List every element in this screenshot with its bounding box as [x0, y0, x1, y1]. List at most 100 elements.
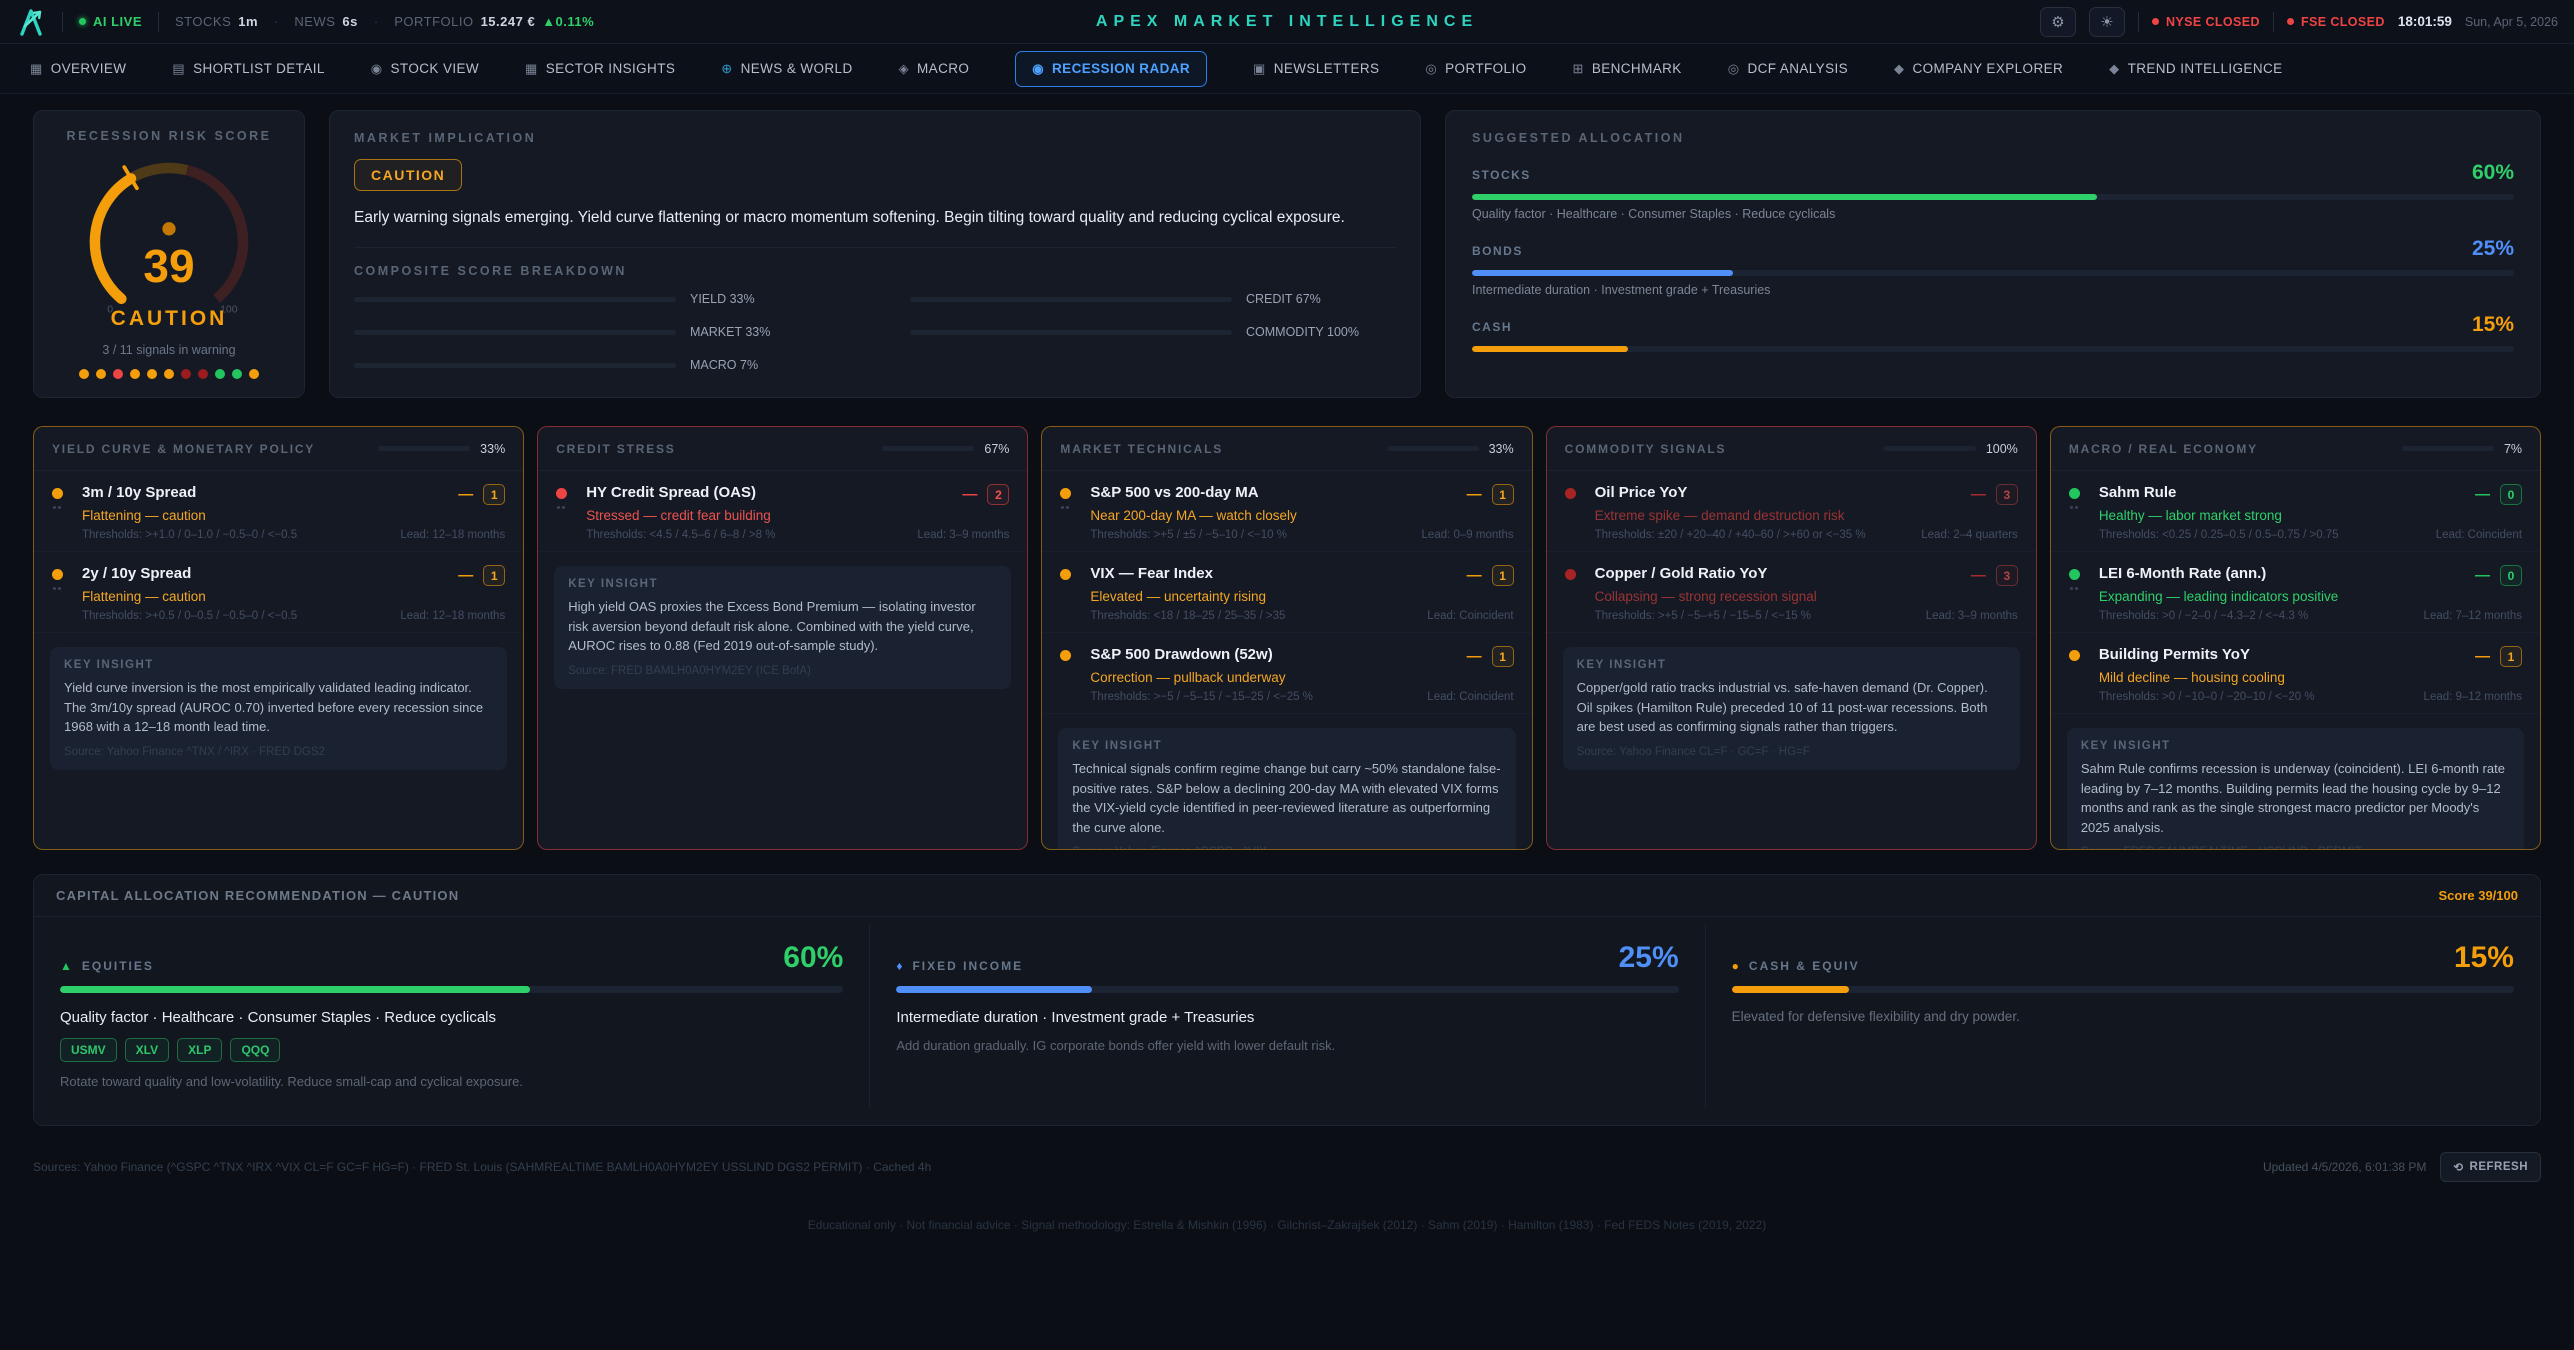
divider — [62, 11, 63, 32]
lead-time: Lead: Coincident — [1427, 691, 1514, 703]
tab-trend-intelligence[interactable]: ◆ TREND INTELLIGENCE — [2109, 60, 2283, 77]
tab-benchmark[interactable]: ⊞ BENCHMARK — [1572, 60, 1682, 77]
signal-dot-icon — [130, 369, 140, 379]
ticker-chip[interactable]: QQQ — [230, 1038, 281, 1062]
lead-time: Lead: 2–4 quarters — [1921, 529, 2018, 541]
diamond-icon: ♦ — [896, 959, 905, 973]
signal-cards-row: YIELD CURVE & MONETARY POLICY 33% 3m / 1… — [33, 426, 2542, 850]
score-badge: 2 — [987, 484, 1010, 505]
history-dots — [53, 506, 56, 509]
recession-risk-score-panel: RECESSION RISK SCORE 0 100 39 CAUTION 3 … — [33, 110, 305, 398]
card-title: MARKET TECHNICALS — [1060, 441, 1224, 456]
gear-icon: ⚙ — [2051, 13, 2065, 31]
top-bar: AI LIVE STOCKS 1m · NEWS 6s · PORTFOLIO 15… — [0, 0, 2574, 44]
clock: 18:01:59 — [2397, 14, 2452, 29]
allocation-row-bonds: BONDS 25% Intermediate duration · Invest… — [1472, 237, 2514, 297]
tab-sector-insights[interactable]: ▦ SECTOR INSIGHTS — [525, 60, 676, 77]
market-closed-dot-icon — [2286, 18, 2294, 25]
tab-company-explorer[interactable]: ◆ COMPANY EXPLORER — [1894, 60, 2064, 77]
signal-row-copper-gold[interactable]: Copper / Gold Ratio YoY —3 Collapsing — … — [1546, 552, 2036, 633]
signal-dot-icon — [96, 369, 106, 379]
card-score-meter — [1386, 446, 1479, 451]
card-score-pct: 33% — [480, 441, 506, 456]
key-insight-box: KEY INSIGHT Technical signals confirm re… — [1058, 728, 1516, 849]
theme-toggle-button[interactable]: ☀ — [2088, 6, 2125, 37]
tab-news-world[interactable]: ⊕ NEWS & WORLD — [721, 60, 853, 77]
score-badge: 0 — [2500, 484, 2523, 505]
card-score-meter — [1883, 446, 1976, 451]
tab-shortlist-detail[interactable]: ▤ SHORTLIST DETAIL — [172, 60, 325, 77]
tab-recession-radar[interactable]: ◉ RECESSION RADAR — [1015, 50, 1208, 87]
status-dot-icon — [2068, 650, 2080, 661]
trend-flat-icon: — — [1466, 486, 1482, 503]
tab-portfolio[interactable]: ◎ PORTFOLIO — [1425, 60, 1527, 77]
signal-dot-icon — [215, 369, 225, 379]
tab-macro[interactable]: ◈ MACRO — [898, 60, 970, 77]
history-dots — [1061, 506, 1065, 509]
portfolio-change: ▲0.11% — [542, 14, 595, 29]
signal-row-sahm-rule[interactable]: Sahm Rule —0 Healthy — labor market stro… — [2050, 471, 2541, 552]
ticker-chip[interactable]: XLV — [124, 1038, 170, 1062]
last-updated: Updated 4/5/2026, 6:01:38 PM — [2262, 1160, 2427, 1174]
signal-dot-icon — [164, 369, 174, 379]
trend-flat-icon: — — [2475, 567, 2491, 584]
status-dot-icon — [556, 488, 568, 499]
card-macro-real-economy: MACRO / REAL ECONOMY 7% Sahm Rule —0 Hea… — [2049, 426, 2542, 850]
panel-title: SUGGESTED ALLOCATION — [1472, 131, 1685, 145]
source-line: Source: FRED BAMLH0A0HYM2EY (ICE BofA) — [568, 664, 811, 677]
gauge-max-label: 100 — [220, 304, 238, 315]
signal-row-sp500-ma[interactable]: S&P 500 vs 200-day MA —1 Near 200-day MA… — [1042, 471, 1532, 552]
sun-icon: ☀ — [2100, 13, 2114, 31]
signal-row-building-permits[interactable]: Building Permits YoY —1 Mild decline — h… — [2050, 633, 2541, 714]
thresholds: Thresholds: <18 / 18–25 / 25–35 / >35 — [1090, 610, 1286, 622]
status-dot-icon — [1564, 488, 1576, 499]
breakdown-bar-market: MARKET 33% — [354, 325, 840, 339]
list-icon: ▤ — [172, 60, 186, 76]
signal-row-hy-oas[interactable]: HY Credit Spread (OAS) —2 Stressed — cre… — [538, 471, 1028, 552]
card-title: MACRO / REAL ECONOMY — [2068, 441, 2258, 456]
signal-row-lei[interactable]: LEI 6-Month Rate (ann.) —0 Expanding — l… — [2050, 552, 2541, 633]
lead-time: Lead: 12–18 months — [400, 610, 506, 622]
trend-flat-icon: — — [1970, 486, 1986, 503]
status-dot-icon — [52, 488, 63, 499]
breakdown-bar-credit: CREDIT 67% — [910, 292, 1396, 306]
score-badge: 1 — [483, 484, 506, 505]
market-closed-dot-icon — [2151, 18, 2159, 25]
signal-dot-icon — [113, 369, 123, 379]
source-line: Source: Yahoo Finance ^GSPC · ^VIX — [1072, 846, 1501, 849]
settings-button[interactable]: ⚙ — [2039, 6, 2076, 37]
risk-gauge: 0 100 — [89, 162, 249, 315]
tab-newsletters[interactable]: ▣ NEWSLETTERS — [1253, 60, 1380, 77]
key-insight-box: KEY INSIGHT High yield OAS proxies the E… — [554, 566, 1012, 689]
score-badge: 1 — [1491, 484, 1514, 505]
signal-row-vix[interactable]: VIX — Fear Index —1 Elevated — uncertain… — [1042, 552, 1532, 633]
status-dot-icon — [2068, 488, 2080, 499]
target-icon: ◉ — [370, 60, 383, 76]
key-insight-box: KEY INSIGHT Sahm Rule confirms recession… — [2066, 728, 2525, 849]
signal-row-oil-yoy[interactable]: Oil Price YoY —3 Extreme spike — demand … — [1546, 471, 2036, 552]
ticker-chip[interactable]: XLP — [177, 1038, 223, 1062]
grid-icon: ▦ — [525, 60, 538, 76]
section-title: COMPOSITE SCORE BREAKDOWN — [354, 264, 627, 278]
fse-status: FSE CLOSED — [2286, 15, 2385, 29]
lead-time: Lead: 7–12 months — [2423, 610, 2523, 622]
data-sources: Sources: Yahoo Finance (^GSPC ^TNX ^IRX … — [33, 1160, 932, 1174]
signal-row-3m10y[interactable]: 3m / 10y Spread —1 Flattening — caution … — [34, 471, 524, 552]
signal-dot-icon — [232, 369, 242, 379]
refresh-button[interactable]: ⟲ REFRESH — [2440, 1152, 2541, 1182]
nyse-status: NYSE CLOSED — [2151, 15, 2260, 29]
history-dots — [557, 506, 561, 509]
history-dots — [2069, 587, 2073, 590]
signal-row-2y10y[interactable]: 2y / 10y Spread —1 Flattening — caution … — [34, 552, 524, 633]
tab-dcf-analysis[interactable]: ◎ DCF ANALYSIS — [1727, 60, 1849, 77]
lead-time: Lead: 12–18 months — [400, 529, 506, 541]
tab-stock-view[interactable]: ◉ STOCK VIEW — [370, 60, 480, 77]
ticker-chip[interactable]: USMV — [60, 1038, 117, 1062]
tab-overview[interactable]: ▦ OVERVIEW — [30, 60, 127, 77]
thresholds: Thresholds: <4.5 / 4.5–6 / 6–8 / >8 % — [586, 529, 776, 541]
ai-live-status: AI LIVE — [79, 14, 142, 29]
trend-flat-icon: — — [458, 486, 474, 503]
panel-title: MARKET IMPLICATION — [354, 131, 537, 145]
card-yield-curve: YIELD CURVE & MONETARY POLICY 33% 3m / 1… — [33, 426, 525, 850]
signal-row-sp500-drawdown[interactable]: S&P 500 Drawdown (52w) —1 Correction — p… — [1042, 633, 1532, 714]
